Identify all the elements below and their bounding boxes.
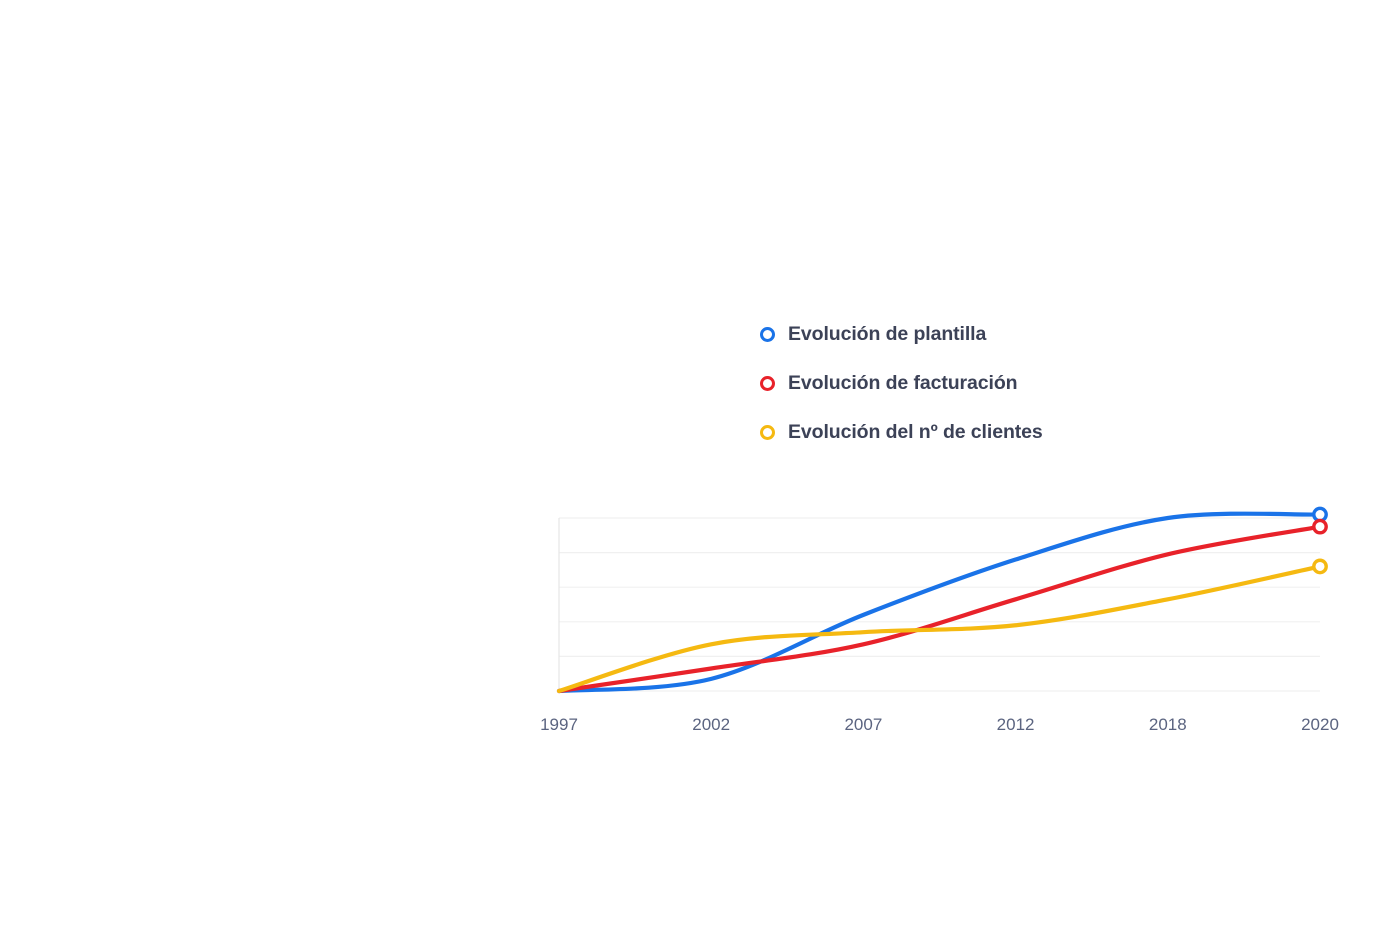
legend-label-plantilla: Evolución de plantilla: [788, 322, 987, 345]
series-end-marker[interactable]: [1312, 558, 1328, 575]
x-axis-tick-label: 2020: [1301, 715, 1339, 734]
x-axis-tick-label: 2002: [692, 715, 731, 734]
legend-item-plantilla[interactable]: Evolución de plantilla: [760, 310, 1240, 359]
x-axis-tick-label: 2012: [996, 715, 1035, 734]
legend-marker-icon-plantilla: [760, 327, 775, 342]
legend-item-facturacion[interactable]: Evolución de facturación: [760, 359, 1240, 408]
chart-series-lines: [556, 511, 1323, 694]
legend-label-clientes: Evolución del nº de clientes: [788, 420, 1043, 443]
x-axis-tick-label: 2018: [1148, 715, 1187, 734]
legend-label-facturacion: Evolución de facturación: [788, 371, 1018, 394]
legend-marker-icon-clientes: [760, 425, 775, 440]
series-end-marker[interactable]: [1312, 518, 1328, 535]
series-line: [556, 511, 1323, 694]
x-axis-tick-label: 1997: [540, 715, 578, 734]
chart-series-end-markers: [1312, 506, 1328, 575]
series-line: [556, 524, 1323, 694]
x-axis-tick-label: 2007: [844, 715, 883, 734]
series-line: [556, 564, 1323, 694]
chart-legend: Evolución de plantilla Evolución de fact…: [760, 310, 1240, 457]
chart-gridlines: [559, 517, 1320, 692]
legend-item-clientes[interactable]: Evolución del nº de clientes: [760, 408, 1240, 457]
legend-marker-icon-facturacion: [760, 376, 775, 391]
